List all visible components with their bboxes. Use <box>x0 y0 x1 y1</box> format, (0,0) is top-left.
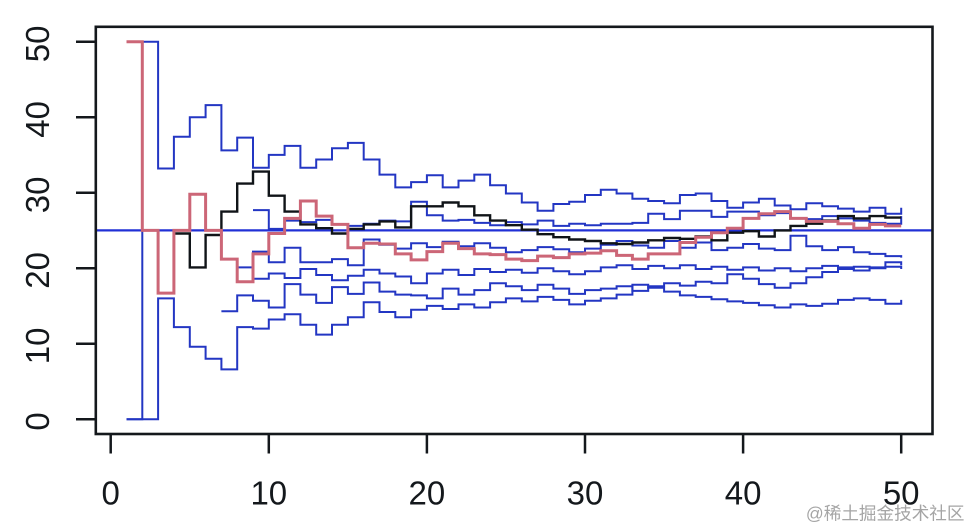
svg-text:40: 40 <box>725 475 762 512</box>
svg-text:40: 40 <box>19 101 56 138</box>
svg-text:30: 30 <box>567 475 604 512</box>
svg-text:0: 0 <box>102 475 120 512</box>
svg-text:@稀土掘金技术社区: @稀土掘金技术社区 <box>806 504 965 524</box>
svg-text:50: 50 <box>883 475 920 512</box>
svg-text:0: 0 <box>19 412 56 430</box>
svg-text:10: 10 <box>250 475 287 512</box>
svg-text:50: 50 <box>19 26 56 63</box>
svg-text:20: 20 <box>19 252 56 289</box>
svg-text:10: 10 <box>19 328 56 365</box>
svg-text:20: 20 <box>409 475 446 512</box>
svg-text:30: 30 <box>19 177 56 214</box>
